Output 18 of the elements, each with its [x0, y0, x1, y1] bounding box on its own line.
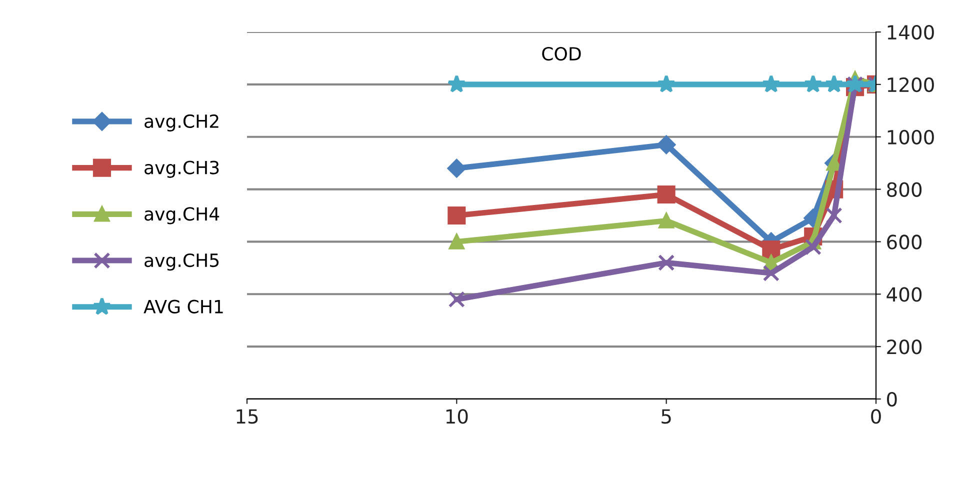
x-tick-label: 5 [662, 409, 671, 424]
y-tick-label: 0 [887, 392, 897, 407]
legend-label: avg.CH2 [144, 114, 218, 132]
y-tick-label: 200 [887, 340, 922, 354]
y-tick-label: 600 [887, 234, 922, 250]
y-tick-label: 1400 [888, 24, 934, 40]
y-tick-label: 1200 [888, 77, 934, 92]
y-tick-label: 800 [887, 182, 922, 197]
x-tick-label: 15 [236, 409, 258, 424]
text: COD [542, 46, 581, 61]
x-tick-label: 10 [446, 409, 468, 424]
legend-label: avg.CH4 [144, 207, 220, 224]
x-tick-label: 0 [871, 409, 881, 424]
legend-label: AVG CH1 [144, 300, 223, 314]
y-tick-label: 400 [886, 287, 922, 302]
legend-label: avg.CH5 [144, 253, 219, 271]
legend-label: avg.CH3 [144, 160, 219, 178]
y-tick-label: 1000 [888, 130, 934, 145]
